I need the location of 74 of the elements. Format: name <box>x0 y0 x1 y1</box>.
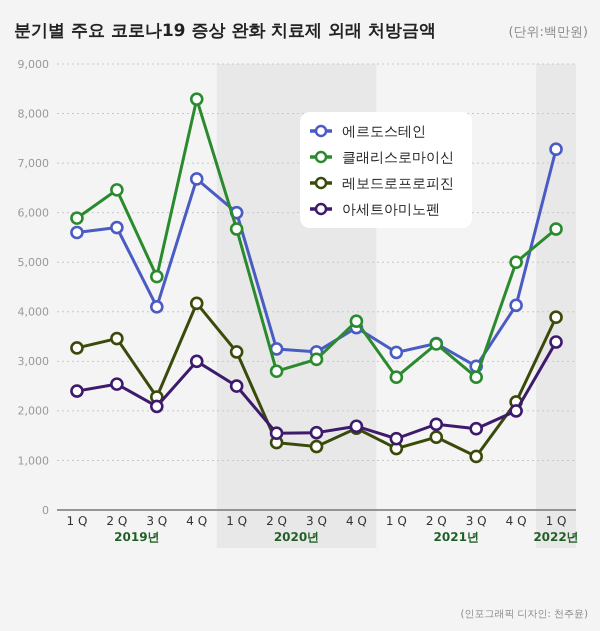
point <box>70 226 84 240</box>
y-tick-label: 1,000 <box>18 454 49 468</box>
point <box>549 222 563 236</box>
point <box>110 183 124 197</box>
x-tick-label: 4 Q <box>186 514 208 528</box>
point <box>190 92 204 106</box>
point <box>230 345 244 359</box>
text: (인포그래픽 디자인: 천주윤) <box>460 609 588 620</box>
point <box>429 430 444 444</box>
y-tick-label: 3,000 <box>18 355 49 368</box>
text: 2022년 <box>533 530 579 544</box>
y-tick-label: 0 <box>42 504 49 517</box>
text: 2020년 <box>274 530 320 544</box>
y-tick-label: 7,000 <box>18 156 49 170</box>
chart-subtitle: (단위:백만원) <box>508 25 588 40</box>
x-tick-label: 1 Q <box>386 514 407 528</box>
point <box>230 222 244 236</box>
point <box>230 379 244 393</box>
text: 2019년 <box>114 530 160 544</box>
x-tick-label: 1 Q <box>66 514 88 528</box>
legend-label: 클래리스로마이신 <box>342 150 454 166</box>
point <box>270 364 284 378</box>
x-tick-label: 4 Q <box>346 514 367 528</box>
y-tick-label: 2,000 <box>18 404 49 418</box>
point <box>70 384 84 398</box>
point <box>390 346 404 360</box>
point <box>549 142 563 156</box>
point <box>469 370 483 384</box>
point <box>190 172 204 186</box>
x-tick-label: 3 Q <box>146 514 168 528</box>
point <box>549 310 563 324</box>
point <box>150 400 164 414</box>
point <box>110 220 124 234</box>
point <box>190 354 204 368</box>
point <box>310 352 324 366</box>
y-tick-label: 6,000 <box>18 206 49 220</box>
point <box>310 426 324 440</box>
point <box>469 422 483 436</box>
x-tick-label: 2 Q <box>426 514 447 528</box>
point <box>270 342 284 356</box>
point <box>350 314 364 328</box>
x-tick-label: 2 Q <box>106 514 128 528</box>
y-tick-label: 9,000 <box>18 58 49 71</box>
point <box>390 432 404 446</box>
point <box>70 211 84 225</box>
x-tick-label: 3 Q <box>466 514 487 528</box>
point <box>70 341 84 355</box>
point <box>110 377 124 391</box>
point <box>150 270 164 284</box>
point <box>429 417 444 432</box>
point <box>310 440 324 454</box>
point <box>390 370 404 384</box>
x-tick-label: 2 Q <box>266 514 288 528</box>
y-tick-label: 4,000 <box>18 306 49 319</box>
point <box>509 404 523 418</box>
legend-label: 레보드로프로피진 <box>342 176 454 192</box>
point <box>190 296 204 310</box>
x-tick-label: 3 Q <box>306 514 327 528</box>
legend-label: 아세트아미노펜 <box>342 202 440 218</box>
point <box>270 426 284 440</box>
text: 2021년 <box>434 530 479 544</box>
point <box>150 300 164 314</box>
point <box>110 332 124 346</box>
legend-label: 에르도스테인 <box>342 124 426 140</box>
y-tick-label: 5,000 <box>18 256 49 270</box>
point <box>509 298 523 312</box>
x-tick-label: 1 Q <box>546 514 566 528</box>
point <box>469 450 483 464</box>
chart-title: 분기별 주요 코로나19 증상 완화 치료제 외래 처방금액 <box>14 21 436 41</box>
y-tick-label: 8,000 <box>18 107 49 120</box>
point <box>549 335 563 349</box>
x-tick-label: 4 Q <box>506 514 527 528</box>
x-tick-label: 1 Q <box>226 514 248 528</box>
point <box>509 255 523 270</box>
